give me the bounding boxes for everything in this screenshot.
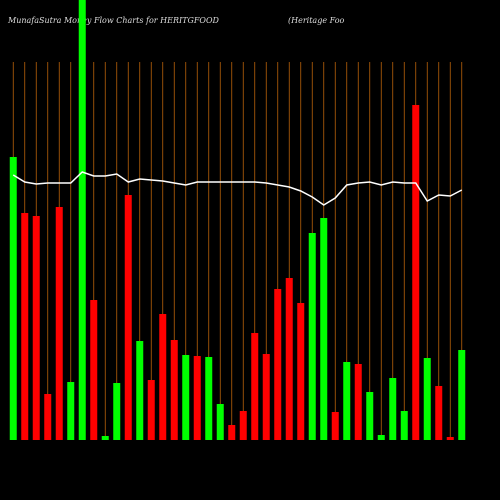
bar [21,213,29,440]
bar [147,380,155,440]
bar [182,355,190,440]
bar [285,278,293,440]
bar [366,392,374,440]
bar [101,436,109,440]
bar [32,216,40,440]
bar [67,382,75,440]
bar [136,341,144,440]
bar [458,350,466,440]
bar [228,425,236,440]
bar [55,207,63,440]
bar [262,354,270,440]
bar [90,300,98,440]
bar [308,233,316,440]
bar [170,340,178,440]
chart-subtitle: (Heritage Foo [288,16,345,25]
line [12,171,463,206]
bar [124,195,132,440]
bar [423,358,431,440]
bar [193,356,201,440]
bar [113,383,121,440]
bar [435,386,443,440]
bar [297,303,305,440]
bar [320,218,328,440]
bar [274,289,282,440]
bar [343,362,351,440]
bar [354,364,362,440]
bar [78,0,86,440]
bar [331,412,339,440]
bar [216,404,224,440]
bar [377,435,385,440]
bar [251,333,259,440]
bar [9,157,17,440]
bar [389,378,397,440]
bar [44,394,52,440]
bar [159,314,167,440]
bar [239,411,247,440]
bar [446,437,454,440]
bar [400,411,408,440]
bar [412,105,420,440]
bar [205,357,213,440]
chart-title: MunafaSutra Money Flow Charts for HERITG… [7,16,220,25]
